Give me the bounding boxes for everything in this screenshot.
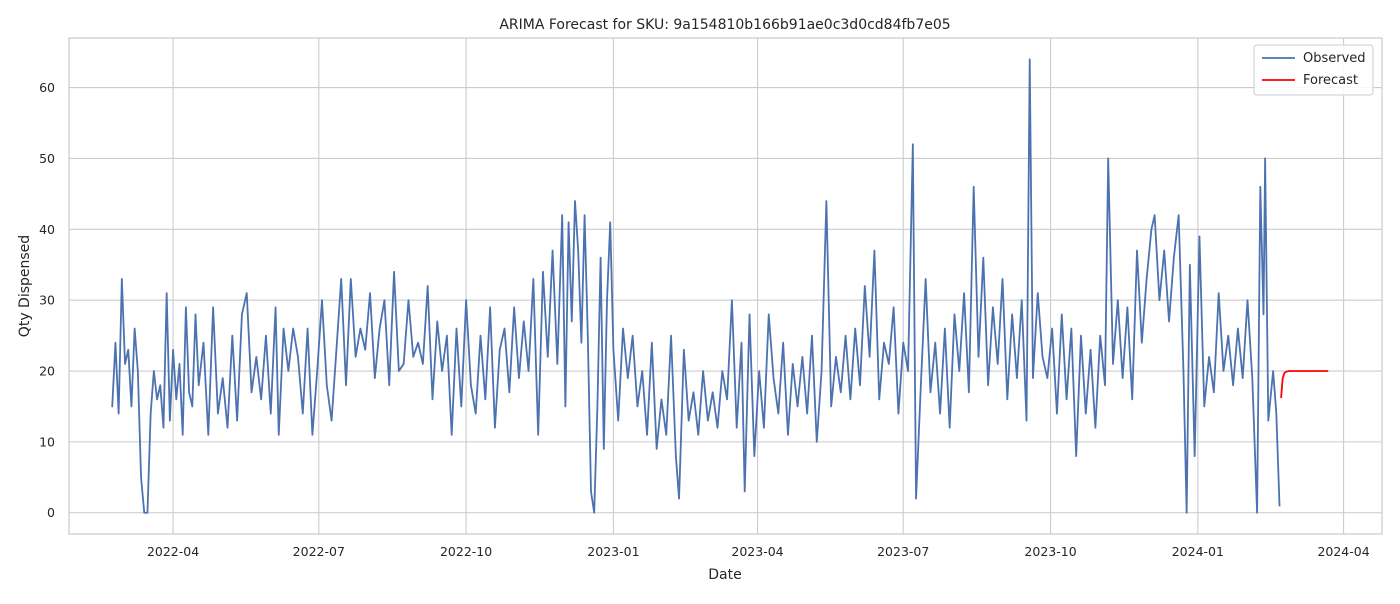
y-tick-label: 20	[39, 364, 55, 379]
x-tick-label: 2024-01	[1172, 544, 1224, 559]
legend-label-forecast: Forecast	[1303, 73, 1358, 88]
x-tick-label: 2022-07	[293, 544, 345, 559]
x-tick-label: 2022-10	[440, 544, 492, 559]
plot-area	[68, 37, 1383, 535]
y-tick-labels: 0 10 20 30 40 50 60	[39, 80, 55, 520]
y-tick-label: 50	[39, 151, 55, 166]
y-tick-label: 40	[39, 222, 55, 237]
series-line-observed	[111, 58, 1281, 514]
y-gridlines	[69, 87, 1382, 514]
y-tick-label: 10	[39, 434, 55, 449]
x-tick-label: 2023-10	[1024, 544, 1076, 559]
y-tick-label: 0	[47, 505, 55, 520]
x-tick-label: 2023-04	[731, 544, 783, 559]
x-tick-label: 2022-04	[147, 544, 199, 559]
y-tick-label: 60	[39, 80, 55, 95]
x-tick-labels: 2022-04 2022-07 2022-10 2023-01 2023-04 2023-…	[147, 544, 1370, 559]
x-tick-label: 2023-01	[587, 544, 639, 559]
x-gridlines	[172, 38, 1345, 534]
series-line-forecast	[1280, 370, 1329, 399]
plot-frame	[68, 37, 1383, 535]
legend: Observed Forecast	[1253, 44, 1374, 96]
series-layer	[111, 58, 1329, 514]
x-tick-label: 2023-07	[877, 544, 929, 559]
legend-label-observed: Observed	[1303, 51, 1366, 66]
x-tick-label: 2024-04	[1317, 544, 1369, 559]
chart-title: ARIMA Forecast for SKU: 9a154810b166b91a…	[499, 17, 950, 33]
x-axis-label: Date	[708, 567, 741, 583]
y-axis-label: Qty Dispensed	[17, 235, 33, 337]
y-tick-label: 30	[39, 293, 55, 308]
